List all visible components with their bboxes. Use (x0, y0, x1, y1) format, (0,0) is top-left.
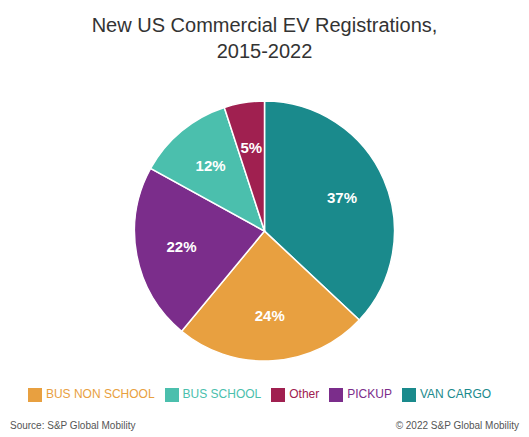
html-text:VAN CARGO: VAN CARGO (420, 387, 492, 402)
svg-text:22%: 22% (166, 238, 196, 255)
html-text:PICKUP: PICKUP (347, 387, 392, 402)
svg-text:37%: 37% (327, 189, 357, 206)
html-text:Source: S&P Global Mobility: Source: S&P Global Mobility (10, 420, 136, 431)
html-text:BUS SCHOOL: BUS SCHOOL (182, 387, 262, 402)
html-text:BUS NON SCHOOL: BUS NON SCHOOL (45, 387, 155, 402)
html-text:New US Commercial EV Registrat: New US Commercial EV Registrations, (91, 14, 438, 36)
svg-text:24%: 24% (255, 307, 285, 324)
html-text:Other: Other (289, 387, 320, 402)
html-text:© 2022 S&P Global Mobility: © 2022 S&P Global Mobility (395, 420, 519, 431)
svg-text:12%: 12% (196, 157, 226, 174)
html-text:2015-2022: 2015-2022 (216, 40, 313, 62)
svg-text:5%: 5% (240, 139, 262, 156)
